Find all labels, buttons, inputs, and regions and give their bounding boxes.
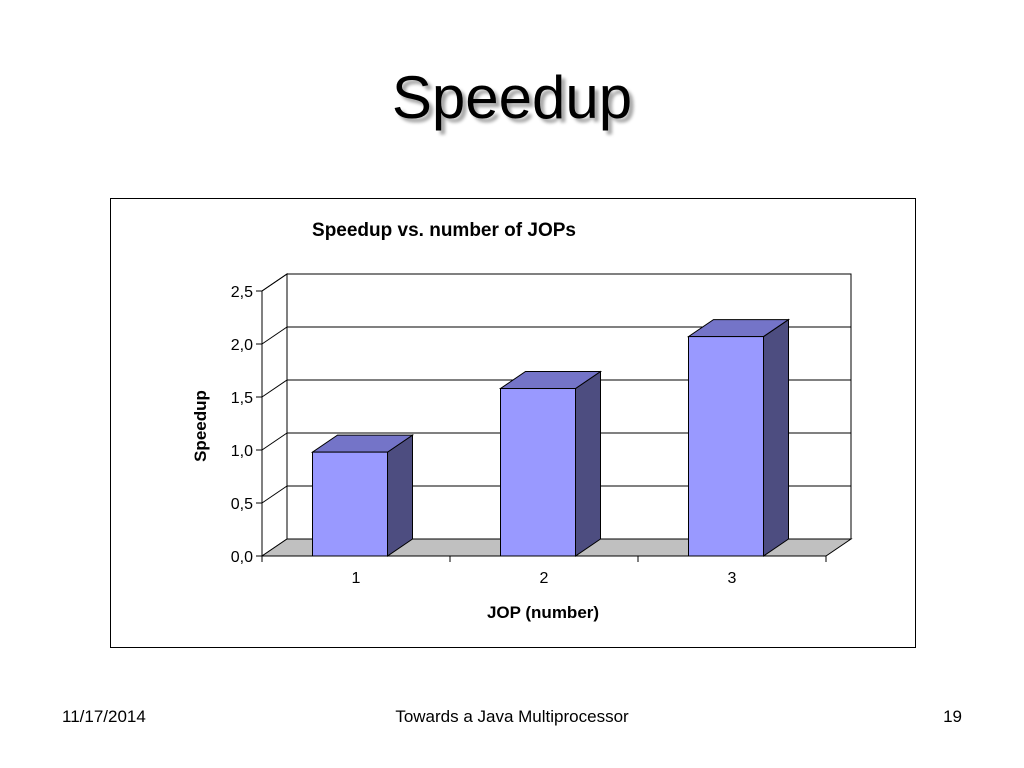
y-tick-label: 0,0 <box>231 549 253 566</box>
footer-date: 11/17/2014 <box>62 707 146 726</box>
y-tick-label: 0,5 <box>231 496 253 513</box>
gridline-side <box>261 273 288 292</box>
x-axis-label: JOP (number) <box>487 603 599 622</box>
bar <box>688 336 764 557</box>
gridline-side <box>261 485 288 504</box>
y-tick-label: 1,5 <box>231 390 253 407</box>
bar <box>500 388 576 557</box>
x-tick-label: 2 <box>540 570 549 587</box>
bar <box>312 451 388 557</box>
footer-title: Towards a Java Multiprocessor <box>395 707 629 726</box>
chart-title: Speedup vs. number of JOPs <box>312 220 576 241</box>
x-tick-label: 1 <box>352 570 361 587</box>
gridline-side <box>261 326 288 345</box>
chart-svg: Speedup vs. number of JOPs 0,0 0,5 1,0 1,5 2… <box>191 220 853 622</box>
bar-side <box>763 318 789 557</box>
plot-area: 0,0 0,5 1,0 1,5 2,0 2,5 1 2 3 <box>231 273 853 587</box>
x-tick-label: 3 <box>728 570 737 587</box>
bar-side <box>387 434 413 557</box>
page-number: 19 <box>943 707 962 726</box>
y-tick-label: 2,5 <box>231 284 253 301</box>
side-wall <box>261 273 288 557</box>
slide-title: Speedup <box>391 64 633 131</box>
y-tick-label: 2,0 <box>231 337 253 354</box>
y-tick-label: 1,0 <box>231 443 253 460</box>
y-axis-label: Speedup <box>191 390 210 462</box>
bar-side <box>575 370 601 557</box>
chart-frame: Speedup vs. number of JOPs 0,0 0,5 1,0 1,5 2… <box>110 198 916 648</box>
gridline-side <box>261 432 288 451</box>
gridline-side <box>261 379 288 398</box>
